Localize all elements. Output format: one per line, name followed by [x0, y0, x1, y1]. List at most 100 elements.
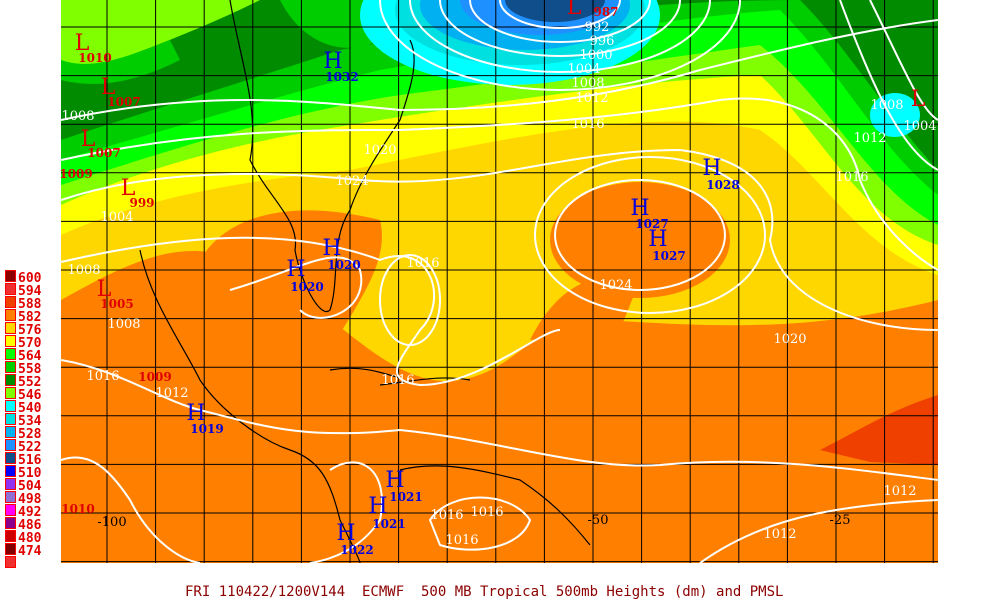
- legend-level: 600: [18, 271, 42, 286]
- isobar-label: 1020: [363, 143, 396, 158]
- high-pressure-marker: H: [648, 227, 667, 252]
- legend-level: 480: [18, 531, 42, 546]
- isobar-label: 1004: [100, 210, 133, 225]
- pressure-value: 1009: [59, 167, 92, 181]
- low-pressure-marker: L: [567, 0, 582, 20]
- pressure-value: 1021: [372, 517, 405, 531]
- high-pressure-marker: H: [286, 257, 305, 282]
- pressure-value: 999: [129, 196, 154, 210]
- pressure-value: 1010: [78, 51, 111, 65]
- high-pressure-marker: H: [186, 401, 205, 426]
- isobar-label: 1016: [406, 256, 439, 271]
- legend-swatch: [5, 322, 16, 334]
- height-fill: [61, 0, 938, 563]
- legend-level: 510: [18, 466, 42, 481]
- longitude-label: -25: [830, 513, 851, 528]
- legend-level: 594: [18, 284, 42, 299]
- isobar-label: 1020: [773, 332, 806, 347]
- coastlines: [139, 0, 591, 563]
- legend-swatch: [5, 439, 16, 451]
- legend-level: 528: [18, 427, 42, 442]
- high-pressure-marker: H: [336, 521, 355, 546]
- high-pressure-marker: H: [368, 494, 387, 519]
- isobar-label: 1012: [883, 484, 916, 499]
- legend-swatch: [5, 452, 16, 464]
- pressure-value: 1010: [61, 502, 94, 516]
- pressure-value: 1022: [340, 543, 373, 557]
- isobar-label: 1016: [86, 369, 119, 384]
- pressure-value: 1028: [706, 178, 739, 192]
- legend-swatch: [5, 400, 16, 412]
- legend-level: 522: [18, 440, 42, 455]
- legend-level: 564: [18, 349, 42, 364]
- legend-level: 492: [18, 505, 42, 520]
- legend-swatch: [5, 374, 16, 386]
- high-pressure-marker: H: [322, 236, 341, 261]
- legend-swatch: [5, 361, 16, 373]
- legend-swatch: [5, 465, 16, 477]
- legend-level: 534: [18, 414, 42, 429]
- isobar-label: 1024: [599, 278, 632, 293]
- pressure-value: 1027: [652, 249, 685, 263]
- pressure-value: 1032: [325, 70, 358, 84]
- legend-swatch: [5, 491, 16, 503]
- isobar-label: 1016: [470, 505, 503, 520]
- isobar-label: 1012: [575, 91, 608, 106]
- low-pressure-marker: L: [121, 176, 136, 201]
- legend-level: 474: [18, 544, 42, 559]
- low-pressure-marker: L: [81, 127, 96, 152]
- legend-level: 576: [18, 323, 42, 338]
- high-pressure-marker: H: [323, 49, 342, 74]
- lat-lon-grid: [61, 0, 938, 563]
- map-title: FRI 110422/1200V144 ECMWF 500 MB Tropica…: [185, 584, 784, 600]
- isobar-label: 1012: [155, 386, 188, 401]
- legend-level: 570: [18, 336, 42, 351]
- isobar-label: 1024: [335, 174, 368, 189]
- high-pressure-marker: H: [702, 156, 721, 181]
- isobar-label: 1004: [567, 62, 600, 77]
- isobar-label: 1004: [903, 119, 936, 134]
- high-pressure-marker: H: [630, 196, 649, 221]
- isobar-label: 1016: [430, 508, 463, 523]
- legend-swatch: [5, 517, 16, 529]
- low-pressure-marker: L: [97, 277, 112, 302]
- legend-level: 546: [18, 388, 42, 403]
- legend-level: 516: [18, 453, 42, 468]
- legend-swatch: [5, 530, 16, 542]
- pressure-value: 1020: [290, 280, 323, 294]
- isobar-label: 1016: [445, 533, 478, 548]
- low-pressure-marker: L: [75, 31, 90, 56]
- legend-swatch: [5, 426, 16, 438]
- isobar-label: 1016: [571, 117, 604, 132]
- pressure-value: 1009: [138, 370, 171, 384]
- pressure-value: 987: [593, 5, 618, 19]
- legend-level: 540: [18, 401, 42, 416]
- legend-level: 552: [18, 375, 42, 390]
- legend-swatch: [5, 283, 16, 295]
- map-labels: 9929961000100410081012101610201024101610…: [59, 0, 936, 557]
- longitude-label: -50: [588, 513, 609, 528]
- isobar-label: 1016: [835, 170, 868, 185]
- legend-level: 558: [18, 362, 42, 377]
- isobar-label: 1000: [579, 48, 612, 63]
- legend-swatch: [5, 478, 16, 490]
- pressure-value: 1007: [107, 95, 140, 109]
- isobar-lines: [61, 0, 938, 563]
- longitude-label: -100: [97, 515, 126, 530]
- isobar-label: 1016: [381, 373, 414, 388]
- pressure-value: 1007: [87, 146, 120, 160]
- low-pressure-marker: L: [911, 87, 926, 112]
- legend-swatch: [5, 270, 16, 282]
- isobar-label: 996: [590, 34, 615, 49]
- isobar-label: 992: [585, 20, 610, 35]
- legend-swatch: [5, 504, 16, 516]
- legend-swatch: [5, 543, 16, 555]
- legend-level: 504: [18, 479, 42, 494]
- legend-level: 486: [18, 518, 42, 533]
- legend-swatch: [5, 556, 16, 568]
- low-pressure-marker: L: [101, 75, 116, 100]
- pressure-value: 1020: [327, 258, 360, 272]
- legend-swatch: [5, 296, 16, 308]
- legend-swatch: [5, 335, 16, 347]
